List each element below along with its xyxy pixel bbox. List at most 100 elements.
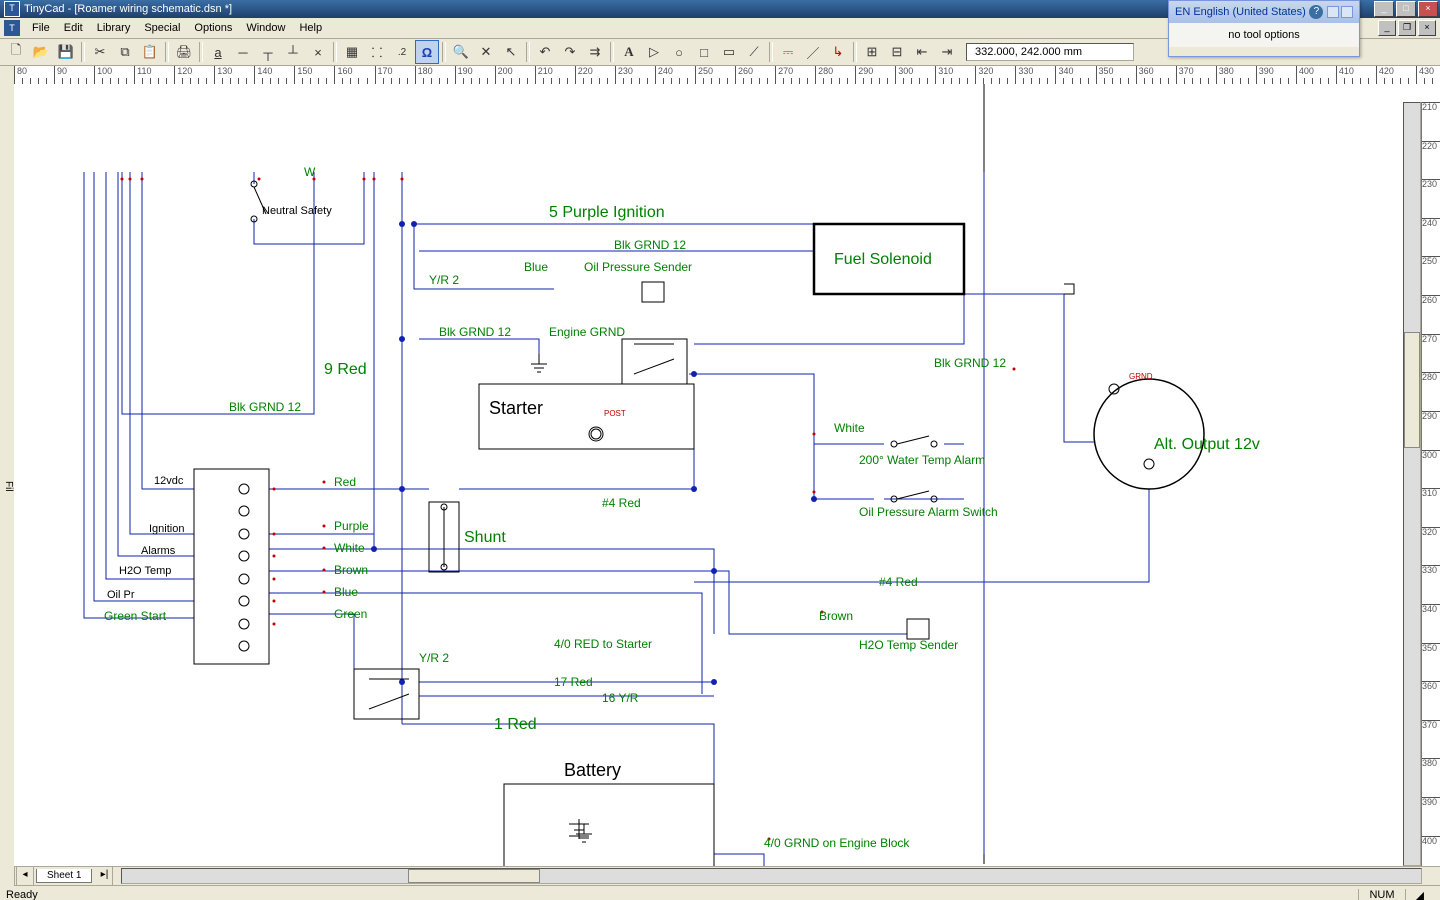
canvas[interactable]: Fuel SolenoidStarterShuntBatteryAlt. Out… [14, 84, 1440, 866]
schematic-drawing[interactable]: Fuel SolenoidStarterShuntBatteryAlt. Out… [14, 84, 1440, 866]
delete-tool-button[interactable]: ✕ [474, 40, 498, 64]
menu-special[interactable]: Special [138, 20, 186, 36]
svg-text:Engine GRND: Engine GRND [549, 325, 625, 339]
svg-text:5 Purple Ignition: 5 Purple Ignition [549, 204, 665, 221]
menu-window[interactable]: Window [240, 20, 291, 36]
ellipse-button[interactable]: ○ [667, 40, 691, 64]
svg-text:Purple: Purple [334, 519, 369, 533]
menu-file[interactable]: File [26, 20, 56, 36]
svg-text:Green Start: Green Start [104, 609, 167, 623]
window-title: TinyCad - [Roamer wiring schematic.dsn *… [24, 3, 232, 15]
svg-text:Oil Pressure Sender: Oil Pressure Sender [584, 260, 692, 274]
arc-button[interactable]: ⟋ [742, 40, 766, 64]
menu-help[interactable]: Help [293, 20, 328, 36]
wire-tool-button[interactable]: ─ [231, 40, 255, 64]
language-bar-header: EN English (United States) ? [1169, 1, 1359, 23]
svg-text:Y/R 2: Y/R 2 [419, 651, 449, 665]
hier2-button[interactable]: ⊟ [885, 40, 909, 64]
rect-button[interactable]: □ [692, 40, 716, 64]
svg-text:H2O Temp Sender: H2O Temp Sender [859, 638, 958, 652]
svg-text:GRND: GRND [1129, 372, 1153, 381]
vertical-scrollbar[interactable] [1403, 102, 1421, 866]
hier4-button[interactable]: ⇥ [935, 40, 959, 64]
language-bar[interactable]: EN English (United States) ? no tool opt… [1168, 0, 1360, 57]
line-button[interactable]: ▷ [642, 40, 666, 64]
svg-text:Shunt: Shunt [464, 529, 506, 546]
status-resize-grip[interactable]: ◢ [1405, 889, 1434, 900]
maximize-button[interactable]: □ [1396, 1, 1416, 17]
print-button[interactable]: 🖨 [172, 40, 196, 64]
svg-text:Green: Green [334, 607, 367, 621]
hscroll-thumb[interactable] [408, 869, 540, 883]
window-controls: _ □ × [1374, 1, 1438, 17]
language-label: EN English (United States) [1175, 6, 1306, 18]
svg-text:200° Water Temp Alarm: 200° Water Temp Alarm [859, 453, 985, 467]
coordinate-readout: 332.000, 242.000 mm [966, 43, 1134, 61]
mdi-restore-button[interactable]: ❐ [1398, 20, 1416, 36]
save-button[interactable]: 💾 [54, 40, 78, 64]
svg-text:4/0 RED to Starter: 4/0 RED to Starter [554, 637, 652, 651]
tool-options-body: no tool options [1169, 23, 1359, 47]
svg-text:Alarms: Alarms [141, 545, 176, 557]
netlabel-button[interactable]: ／ [801, 40, 825, 64]
help-icon[interactable]: ? [1309, 5, 1323, 19]
hier-button[interactable]: ⊞ [860, 40, 884, 64]
menu-options[interactable]: Options [188, 20, 238, 36]
svg-text:Alt. Output 12v: Alt. Output 12v [1154, 436, 1260, 453]
menu-edit[interactable]: Edit [58, 20, 89, 36]
copy-button[interactable]: ⧉ [113, 40, 137, 64]
svg-text:Neutral Safety: Neutral Safety [262, 205, 332, 217]
zoom-button[interactable]: 🔍 [449, 40, 473, 64]
open-button[interactable]: 📂 [29, 40, 53, 64]
annot-text-button[interactable]: A [617, 40, 641, 64]
svg-text:Blk GRND 12: Blk GRND 12 [439, 325, 511, 339]
horizontal-scrollbar[interactable] [121, 868, 1422, 884]
power-button[interactable]: ⎓ [776, 40, 800, 64]
minimize-button[interactable]: _ [1374, 1, 1394, 17]
snap-button[interactable]: ⸬ [365, 40, 389, 64]
svg-text:16 Y/R: 16 Y/R [602, 691, 639, 705]
noconnect-tool-button[interactable]: × [306, 40, 330, 64]
svg-text:17 Red: 17 Red [554, 675, 593, 689]
net-tool-button[interactable]: Ω [415, 40, 439, 64]
menu-library[interactable]: Library [91, 20, 137, 36]
workspace: Fil 809010011012013014015016017018019020… [0, 66, 1440, 866]
svg-text:Blue: Blue [334, 585, 358, 599]
bus-entry-button[interactable]: ↳ [826, 40, 850, 64]
poly-button[interactable]: ▭ [717, 40, 741, 64]
svg-text:Brown: Brown [334, 563, 368, 577]
vscroll-thumb[interactable] [1404, 332, 1420, 448]
select-tool-button[interactable]: ↖ [499, 40, 523, 64]
svg-text:Oil Pressure Alarm Switch: Oil Pressure Alarm Switch [859, 505, 998, 519]
grid-button[interactable]: ▦ [340, 40, 364, 64]
redo-button[interactable]: ↷ [558, 40, 582, 64]
svg-text:Brown: Brown [819, 609, 853, 623]
svg-text:1 Red: 1 Red [494, 716, 537, 733]
close-button[interactable]: × [1418, 1, 1438, 17]
paste-button[interactable]: 📋 [138, 40, 162, 64]
bus-tool-button[interactable]: ┴ [281, 40, 305, 64]
junction-tool-button[interactable]: ┬ [256, 40, 280, 64]
vertical-ruler: 2102202302402502602702802903003103203303… [1421, 102, 1440, 866]
app-icon: T [4, 1, 20, 17]
hier3-button[interactable]: ⇤ [910, 40, 934, 64]
mdi-minimize-button[interactable]: _ [1378, 20, 1396, 36]
svg-text:Red: Red [334, 475, 356, 489]
cut-button[interactable]: ✂ [88, 40, 112, 64]
new-button[interactable]: 🗋 [4, 40, 28, 64]
left-dock[interactable]: Fil [0, 66, 15, 886]
svg-text:POST: POST [604, 409, 626, 418]
mdi-close-button[interactable]: × [1418, 20, 1436, 36]
status-bar: Ready NUM ◢ [0, 885, 1440, 900]
language-bar-handles[interactable] [1327, 6, 1353, 18]
sheet-tab[interactable]: Sheet 1 [36, 869, 92, 883]
tab-nav-prev[interactable]: ◂ [17, 867, 34, 885]
repeat-button[interactable]: ⇉ [583, 40, 607, 64]
undo-button[interactable]: ↶ [533, 40, 557, 64]
mdi-app-icon[interactable]: T [4, 20, 20, 36]
tab-nav-next[interactable]: ▸| [96, 867, 113, 885]
line-width-button[interactable]: .2 [390, 40, 414, 64]
svg-text:Blk GRND 12: Blk GRND 12 [934, 356, 1006, 370]
text-tool-button[interactable]: a [206, 40, 230, 64]
status-numlock: NUM [1358, 889, 1404, 900]
